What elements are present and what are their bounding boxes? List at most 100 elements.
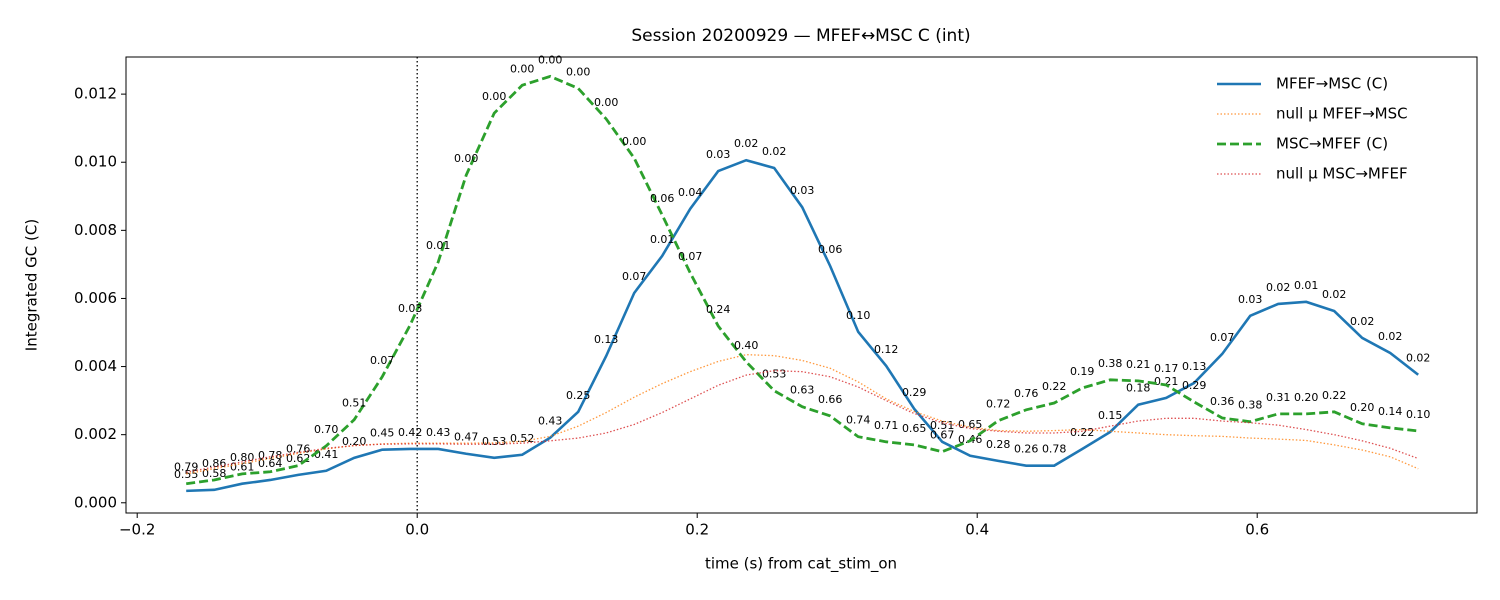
p-value-label: 0.28 (986, 438, 1011, 451)
series-line (186, 74, 1419, 486)
series-line (186, 369, 1419, 473)
p-value-label: 0.55 (174, 468, 199, 481)
p-value-label: 0.22 (1322, 389, 1347, 402)
p-value-label: 0.03 (790, 184, 815, 197)
x-tick-label: 0.2 (685, 521, 709, 539)
p-value-label: 0.52 (510, 432, 535, 445)
p-value-label: 0.71 (874, 419, 899, 432)
p-value-label: 0.03 (398, 302, 423, 315)
p-value-label: 0.02 (762, 145, 787, 158)
p-value-label: 0.43 (426, 426, 451, 439)
p-value-label: 0.01 (1294, 279, 1319, 292)
x-axis-label: time (s) from cat_stim_on (705, 555, 897, 574)
p-value-label: 0.00 (482, 90, 507, 103)
p-value-label: 0.26 (1014, 443, 1039, 456)
p-value-label: 0.38 (1238, 399, 1263, 412)
y-tick-label: 0.004 (74, 357, 117, 375)
p-value-label: 0.45 (370, 427, 395, 440)
p-value-label: 0.53 (482, 435, 507, 448)
legend-label: null μ MFEF→MSC (1276, 105, 1408, 123)
p-value-label: 0.13 (1182, 360, 1207, 373)
p-value-label: 0.43 (538, 415, 563, 428)
p-value-label: 0.14 (1378, 405, 1403, 418)
p-value-label: 0.07 (370, 354, 395, 367)
y-tick-label: 0.000 (74, 493, 117, 511)
p-value-label: 0.00 (510, 62, 535, 75)
y-axis-label: Integrated GC (C) (23, 219, 41, 351)
p-value-label: 0.41 (314, 448, 339, 461)
p-value-label: 0.20 (1294, 391, 1319, 404)
p-value-label: 0.38 (1098, 357, 1123, 370)
series-line (186, 353, 1419, 475)
p-value-label: 0.21 (1126, 358, 1151, 371)
p-value-label: 0.00 (566, 65, 591, 78)
p-value-label: 0.20 (1350, 401, 1375, 414)
y-tick-label: 0.010 (74, 153, 117, 171)
legend-label: MFEF→MSC (C) (1276, 75, 1388, 93)
p-value-label: 0.04 (678, 186, 703, 199)
p-value-label: 0.24 (706, 303, 731, 316)
p-value-label: 0.78 (258, 449, 283, 462)
p-value-label: 0.72 (986, 398, 1011, 411)
p-value-label: 0.20 (342, 435, 367, 448)
p-value-label: 0.61 (230, 461, 255, 474)
p-value-label: 0.53 (762, 368, 787, 381)
x-tick-label: 0.4 (965, 521, 989, 539)
p-value-label: 0.06 (818, 243, 843, 256)
chart-title: Session 20200929 — MFEF↔MSC C (int) (631, 26, 970, 46)
p-value-label: 0.00 (594, 96, 619, 109)
y-tick-label: 0.006 (74, 289, 117, 307)
p-value-label: 0.01 (426, 239, 451, 252)
p-value-label: 0.13 (594, 333, 619, 346)
p-value-label: 0.86 (202, 457, 227, 470)
y-tick-label: 0.002 (74, 425, 117, 443)
p-value-label: 0.00 (622, 135, 647, 148)
p-value-label: 0.65 (958, 418, 983, 431)
p-value-label: 0.03 (706, 148, 731, 161)
p-value-label: 0.01 (650, 233, 675, 246)
p-value-label: 0.10 (846, 309, 871, 322)
p-value-label: 0.29 (1182, 379, 1207, 392)
p-value-label: 0.51 (342, 397, 367, 410)
p-value-label: 0.12 (874, 343, 899, 356)
p-value-label: 0.07 (622, 270, 647, 283)
x-tick-label: −0.2 (119, 521, 155, 539)
p-value-label: 0.00 (454, 152, 479, 165)
p-value-label: 0.07 (1210, 331, 1235, 344)
p-value-label: 0.22 (1042, 380, 1067, 393)
p-value-label: 0.00 (538, 53, 563, 66)
p-value-label: 0.02 (734, 137, 759, 150)
p-value-label: 0.02 (1350, 315, 1375, 328)
y-tick-label: 0.008 (74, 221, 117, 239)
x-tick-label: 0.0 (405, 521, 429, 539)
p-value-label: 0.63 (790, 384, 815, 397)
series-line (186, 158, 1419, 493)
x-tick-label: 0.6 (1245, 521, 1269, 539)
plot-frame (125, 56, 1478, 514)
p-value-label: 0.25 (566, 389, 591, 402)
p-value-label: 0.66 (818, 393, 843, 406)
p-value-label: 0.31 (1266, 391, 1291, 404)
p-value-label: 0.03 (1238, 293, 1263, 306)
p-value-label: 0.36 (1210, 395, 1235, 408)
p-value-label: 0.10 (1406, 408, 1431, 421)
p-value-label: 0.76 (1014, 387, 1039, 400)
p-value-label: 0.67 (930, 429, 955, 442)
y-tick-label: 0.012 (74, 85, 117, 103)
p-value-label: 0.06 (650, 192, 675, 205)
p-value-label: 0.02 (1406, 352, 1431, 365)
p-value-label: 0.40 (734, 339, 759, 352)
p-value-label: 0.47 (454, 431, 479, 444)
p-value-label: 0.29 (902, 386, 927, 399)
p-value-label: 0.79 (174, 461, 199, 474)
p-value-label: 0.02 (1266, 281, 1291, 294)
p-value-label: 0.65 (902, 422, 927, 435)
legend-label: null μ MSC→MFEF (1276, 165, 1408, 183)
p-value-label: 0.74 (846, 414, 871, 427)
p-value-label: 0.21 (1154, 375, 1179, 388)
p-value-label: 0.02 (1322, 288, 1347, 301)
legend-label: MSC→MFEF (C) (1276, 135, 1388, 153)
p-value-label: 0.22 (1070, 426, 1095, 439)
p-value-label: 0.64 (258, 457, 283, 470)
p-value-label: 0.18 (1126, 382, 1151, 395)
